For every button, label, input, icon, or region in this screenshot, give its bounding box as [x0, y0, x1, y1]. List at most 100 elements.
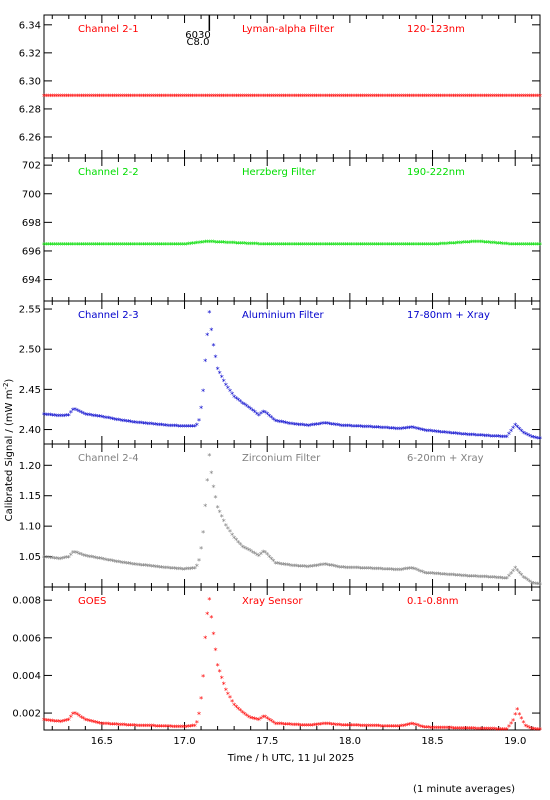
data-point: *: [526, 724, 530, 733]
data-point: *: [538, 241, 542, 250]
data-point: *: [426, 724, 430, 733]
y-tick-label: 6.28: [19, 104, 41, 115]
data-point: *: [335, 241, 339, 250]
data-point: *: [135, 241, 139, 250]
data-point: *: [517, 426, 521, 435]
data-point: *: [220, 92, 224, 101]
data-point: *: [71, 407, 75, 416]
data-point: *: [156, 421, 160, 430]
y-tick-label: 2.50: [19, 345, 41, 356]
data-point: *: [100, 556, 104, 565]
x-tick-label: 18.5: [421, 736, 443, 747]
data-point: *: [261, 92, 265, 101]
data-point: *: [280, 561, 284, 570]
data-point: *: [383, 241, 387, 250]
data-point: *: [56, 412, 60, 421]
data-point: *: [404, 241, 408, 250]
data-point: *: [503, 240, 507, 249]
data-point: *: [191, 423, 195, 432]
data-point: *: [94, 241, 98, 250]
data-point: *: [410, 92, 414, 101]
data-point: *: [433, 92, 437, 101]
data-point: *: [526, 92, 530, 101]
data-point: *: [528, 92, 532, 101]
data-point: *: [358, 722, 362, 731]
data-point: *: [232, 92, 236, 101]
data-point: *: [265, 715, 269, 724]
data-point: *: [133, 92, 137, 101]
data-point: *: [406, 565, 410, 574]
data-point: *: [154, 723, 158, 732]
data-point: *: [65, 554, 69, 563]
data-point: *: [255, 410, 259, 419]
data-point: *: [242, 710, 246, 719]
data-point: *: [185, 423, 189, 432]
data-point: *: [470, 432, 474, 441]
data-point: *: [524, 431, 528, 440]
data-point: *: [294, 241, 298, 250]
y-tick-label: 1.10: [19, 522, 41, 533]
data-point: *: [94, 92, 98, 101]
data-point: *: [350, 722, 354, 731]
data-point: *: [259, 410, 263, 419]
data-point: *: [247, 547, 251, 556]
data-point: *: [511, 92, 515, 101]
panel-channel: Channel 2-2: [78, 167, 139, 178]
data-point: *: [63, 555, 67, 564]
data-point: *: [96, 719, 100, 728]
data-point: *: [278, 92, 282, 101]
data-point: *: [313, 421, 317, 430]
data-point: *: [50, 555, 54, 564]
data-point: *: [369, 723, 373, 732]
data-point: *: [490, 92, 494, 101]
data-point: *: [87, 553, 91, 562]
data-point: *: [486, 239, 490, 248]
y-tick-label: 694: [22, 275, 41, 286]
data-point: *: [110, 92, 114, 101]
data-point: *: [296, 92, 300, 101]
data-point: *: [131, 561, 135, 570]
data-point: *: [271, 416, 275, 425]
data-point: *: [137, 241, 141, 250]
data-point: *: [158, 564, 162, 573]
data-point: *: [276, 560, 280, 569]
data-point: *: [56, 92, 60, 101]
data-point: *: [251, 715, 255, 724]
data-point: *: [478, 432, 482, 441]
data-point: *: [203, 357, 207, 366]
data-point: *: [280, 92, 284, 101]
data-point: *: [441, 725, 445, 734]
data-point: *: [143, 92, 147, 101]
data-point: *: [63, 92, 67, 101]
data-point: *: [478, 92, 482, 101]
data-point: *: [172, 423, 176, 432]
data-point: *: [257, 553, 261, 562]
panel-filter: Lyman-alpha Filter: [242, 24, 335, 35]
data-point: *: [474, 573, 478, 582]
data-point: *: [428, 92, 432, 101]
data-point: *: [178, 566, 182, 575]
data-point: *: [154, 241, 158, 250]
data-point: *: [106, 415, 110, 424]
data-point: *: [164, 92, 168, 101]
data-point: *: [290, 721, 294, 730]
data-point: *: [304, 563, 308, 572]
data-point: *: [468, 92, 472, 101]
data-point: *: [106, 721, 110, 730]
data-point: *: [205, 477, 209, 486]
data-point: *: [282, 419, 286, 428]
data-point: *: [168, 422, 172, 431]
data-point: *: [364, 565, 368, 574]
data-point: *: [406, 241, 410, 250]
data-point: *: [344, 241, 348, 250]
data-point: *: [191, 240, 195, 249]
y-tick-label: 698: [22, 218, 41, 229]
data-point: *: [247, 240, 251, 249]
data-point: *: [131, 722, 135, 731]
data-point: *: [98, 241, 102, 250]
data-point: *: [162, 241, 166, 250]
data-point: *: [379, 92, 383, 101]
data-point: *: [538, 581, 542, 590]
data-point: *: [358, 241, 362, 250]
data-point: *: [513, 241, 517, 250]
